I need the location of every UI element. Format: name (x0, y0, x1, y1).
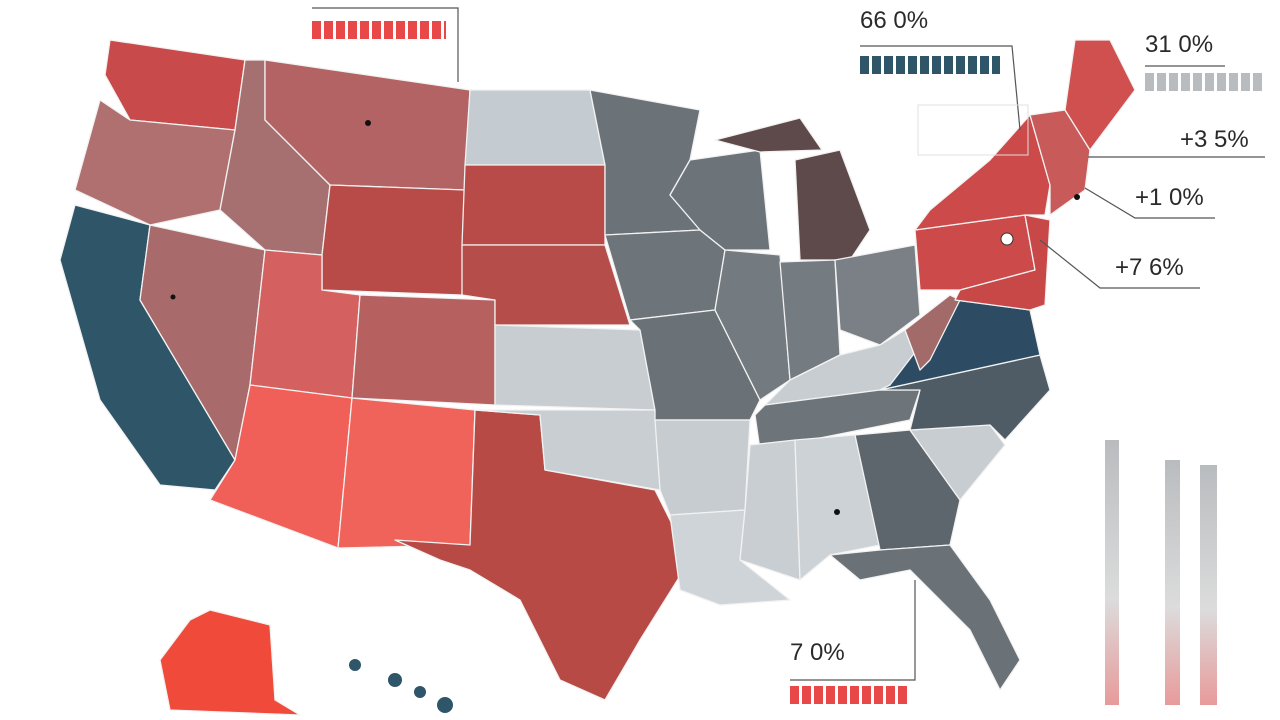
leader-line (1039, 239, 1200, 289)
gradient-bar (1165, 460, 1180, 705)
leader-line (860, 45, 1021, 131)
frame (917, 104, 1029, 156)
annotation-label: +7 6% (1115, 254, 1184, 281)
city-dots (170, 120, 1080, 515)
alaska (159, 609, 301, 716)
state (904, 294, 961, 371)
state (464, 89, 606, 166)
state (794, 434, 881, 581)
state (854, 429, 961, 551)
state (589, 89, 701, 236)
state (461, 164, 606, 246)
state (794, 149, 871, 261)
state (321, 184, 466, 296)
gradient-bar (1105, 440, 1119, 705)
state (209, 384, 353, 549)
state (914, 114, 1051, 231)
state (494, 324, 656, 411)
leader-line (790, 580, 916, 681)
state (714, 249, 791, 401)
gradient-bar (1200, 465, 1217, 705)
leader-line (1084, 187, 1215, 219)
state (337, 397, 476, 549)
state (954, 214, 1051, 311)
state (714, 117, 823, 153)
annotation-label: 66 0% (860, 7, 928, 34)
annotation-label: 31 0% (1145, 31, 1213, 58)
annotation-label: +1 0% (1135, 184, 1204, 211)
state (1064, 39, 1136, 151)
state (104, 39, 246, 131)
annotation-label: +3 5% (1180, 126, 1249, 153)
state (739, 439, 801, 581)
state (351, 294, 496, 406)
marker (1000, 232, 1014, 246)
annotation-label: 7 0% (790, 639, 845, 666)
leader-line (312, 7, 459, 82)
annotations: 66 0% 31 0% +3 5% +1 0% +7 6% 7 0% (312, 7, 1265, 704)
state (834, 244, 921, 346)
state (474, 409, 661, 491)
side-bars (1105, 440, 1217, 705)
us-map (59, 39, 1136, 716)
hawaii (349, 659, 453, 713)
state (829, 544, 1021, 691)
state (879, 354, 1051, 441)
state (654, 419, 751, 516)
